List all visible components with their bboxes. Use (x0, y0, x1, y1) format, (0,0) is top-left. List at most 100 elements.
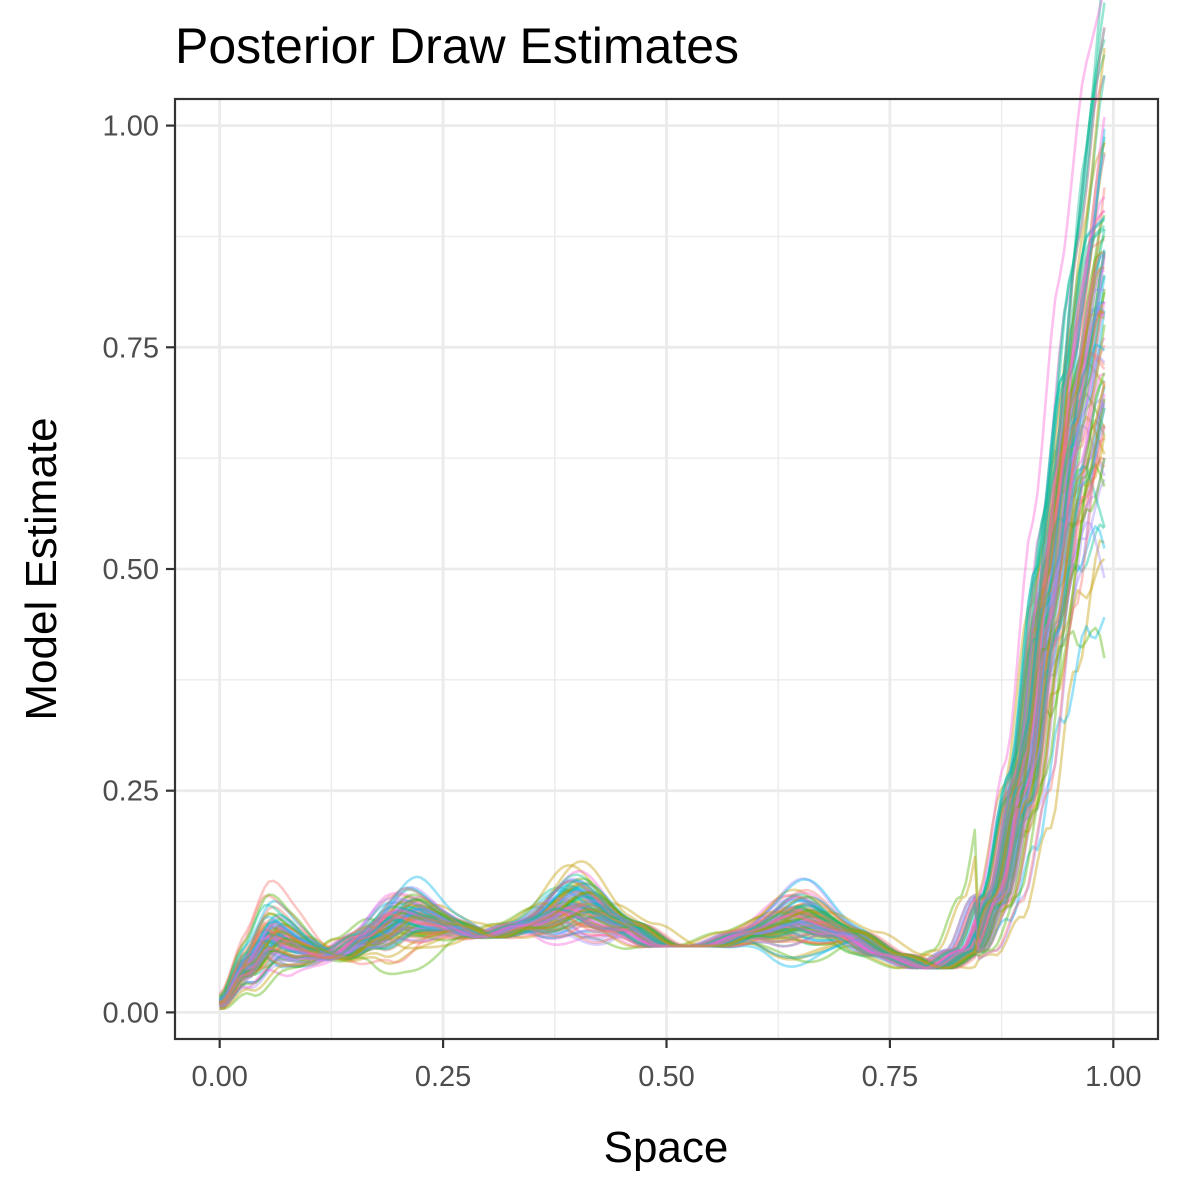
posterior-draw-line (219, 276, 1106, 1006)
posterior-draw-line (219, 0, 1102, 1006)
posterior-draw-line (219, 214, 1106, 1004)
posterior-draw-line (218, 423, 1106, 1005)
posterior-draw-line (218, 75, 1106, 1003)
posterior-draw-line (218, 419, 1106, 1004)
x-tick-label: 0.50 (638, 1061, 694, 1093)
posterior-draw-line (218, 218, 1106, 1002)
posterior-draw-line (218, 187, 1106, 1002)
posterior-draw-line (218, 274, 1106, 1005)
posterior-draw-line (218, 351, 1106, 1000)
posterior-draw-line (218, 423, 1106, 1004)
posterior-draw-line (218, 252, 1106, 1001)
posterior-draw-line (219, 251, 1106, 1009)
x-axis-title: Space (604, 1123, 729, 1172)
posterior-draw-line (218, 210, 1106, 1003)
posterior-draw-line (219, 407, 1106, 1005)
posterior-draw-line (218, 355, 1106, 1002)
posterior-draw-line (218, 478, 1106, 1007)
posterior-draw-line (219, 324, 1106, 1006)
y-tick-label: 0.00 (103, 997, 159, 1029)
x-tick-label: 1.00 (1085, 1061, 1141, 1093)
posterior-draw-line (218, 269, 1105, 1005)
posterior-draw-line (219, 381, 1106, 1004)
posterior-draw-line (218, 398, 1106, 998)
posterior-draw-line (218, 384, 1106, 1006)
posterior-draw-line (219, 426, 1106, 1007)
posterior-draw-line (219, 54, 1106, 1005)
posterior-draw-line (219, 26, 1106, 1006)
posterior-draw-line (218, 252, 1106, 1004)
posterior-draw-line (219, 393, 1106, 1004)
posterior-draw-line (219, 539, 1105, 1005)
posterior-draw-line (219, 354, 1106, 1006)
posterior-draw-line (218, 458, 1106, 998)
posterior-draw-line (219, 372, 1105, 1011)
posterior-draw-line (219, 47, 1106, 1004)
posterior-draw-line (219, 300, 1106, 1005)
y-axis-title: Model Estimate (17, 417, 66, 720)
posterior-draw-line (218, 344, 1106, 1004)
series-layer (218, 0, 1106, 1011)
posterior-draw-line (219, 462, 1106, 1008)
posterior-draw-line (218, 402, 1106, 1005)
posterior-draw-line (219, 415, 1106, 1007)
posterior-draw-line (218, 142, 1106, 1003)
posterior-draw-line (219, 195, 1106, 1004)
posterior-draw-line (218, 39, 1106, 1006)
posterior-draw-line (219, 398, 1106, 1005)
posterior-draw-line (219, 74, 1106, 1006)
grid-major (175, 99, 1158, 1039)
posterior-draw-line (219, 616, 1106, 1004)
y-tick-label: 0.25 (103, 776, 159, 808)
posterior-draw-line (218, 288, 1106, 1007)
posterior-draw-line (219, 266, 1105, 1010)
posterior-draw-line (218, 457, 1106, 1003)
posterior-draw-line (219, 249, 1106, 1007)
posterior-draw-line (219, 254, 1105, 1005)
posterior-draw-line (219, 407, 1106, 1007)
posterior-draw-line (219, 250, 1105, 1004)
y-axis: 0.00 0.25 0.50 0.75 1.00 (103, 111, 175, 1029)
posterior-draw-line (218, 456, 1105, 995)
posterior-draw-line (219, 310, 1105, 1003)
posterior-draw-line (218, 136, 1106, 1003)
posterior-draw-line (218, 392, 1106, 1001)
posterior-draw-line (219, 128, 1106, 1009)
posterior-draw-line (219, 0, 1103, 1007)
posterior-draw-line (219, 153, 1106, 1009)
posterior-draw-line (219, 521, 1106, 1008)
chart-title: Posterior Draw Estimates (175, 18, 739, 74)
posterior-draw-line (219, 310, 1105, 1004)
posterior-draw-line (218, 343, 1106, 1002)
posterior-draw-line (218, 306, 1105, 999)
posterior-draw-line (219, 524, 1106, 1005)
posterior-draw-line (219, 310, 1106, 1006)
posterior-draw-line (218, 209, 1106, 1004)
posterior-draw-line (218, 235, 1106, 1004)
posterior-draw-line (218, 238, 1106, 1003)
posterior-draw-line (219, 437, 1106, 1009)
posterior-draw-line (218, 301, 1106, 1005)
posterior-draw-line (219, 458, 1106, 1011)
posterior-draw-line (219, 288, 1105, 1009)
posterior-draw-line (219, 400, 1106, 1006)
x-tick-label: 0.25 (415, 1061, 471, 1093)
x-axis: 0.00 0.25 0.50 0.75 1.00 (191, 1039, 1142, 1093)
posterior-draw-line (219, 464, 1106, 1006)
posterior-draw-line (219, 266, 1105, 1005)
posterior-draw-line (219, 308, 1105, 1007)
y-tick-label: 0.75 (103, 332, 159, 364)
posterior-draw-line (219, 225, 1106, 1005)
posterior-draw-line (218, 216, 1106, 1001)
posterior-draw-line (218, 379, 1106, 1007)
posterior-draw-line (219, 252, 1106, 1008)
y-tick-label: 1.00 (103, 111, 159, 143)
posterior-draw-line (218, 151, 1106, 1006)
posterior-draw-line (219, 28, 1106, 1009)
posterior-draw-line (219, 372, 1106, 1006)
posterior-draw-line (219, 312, 1105, 1003)
x-tick-label: 0.75 (862, 1061, 918, 1093)
posterior-draw-line (219, 434, 1106, 1006)
posterior-draw-line (218, 228, 1106, 1004)
